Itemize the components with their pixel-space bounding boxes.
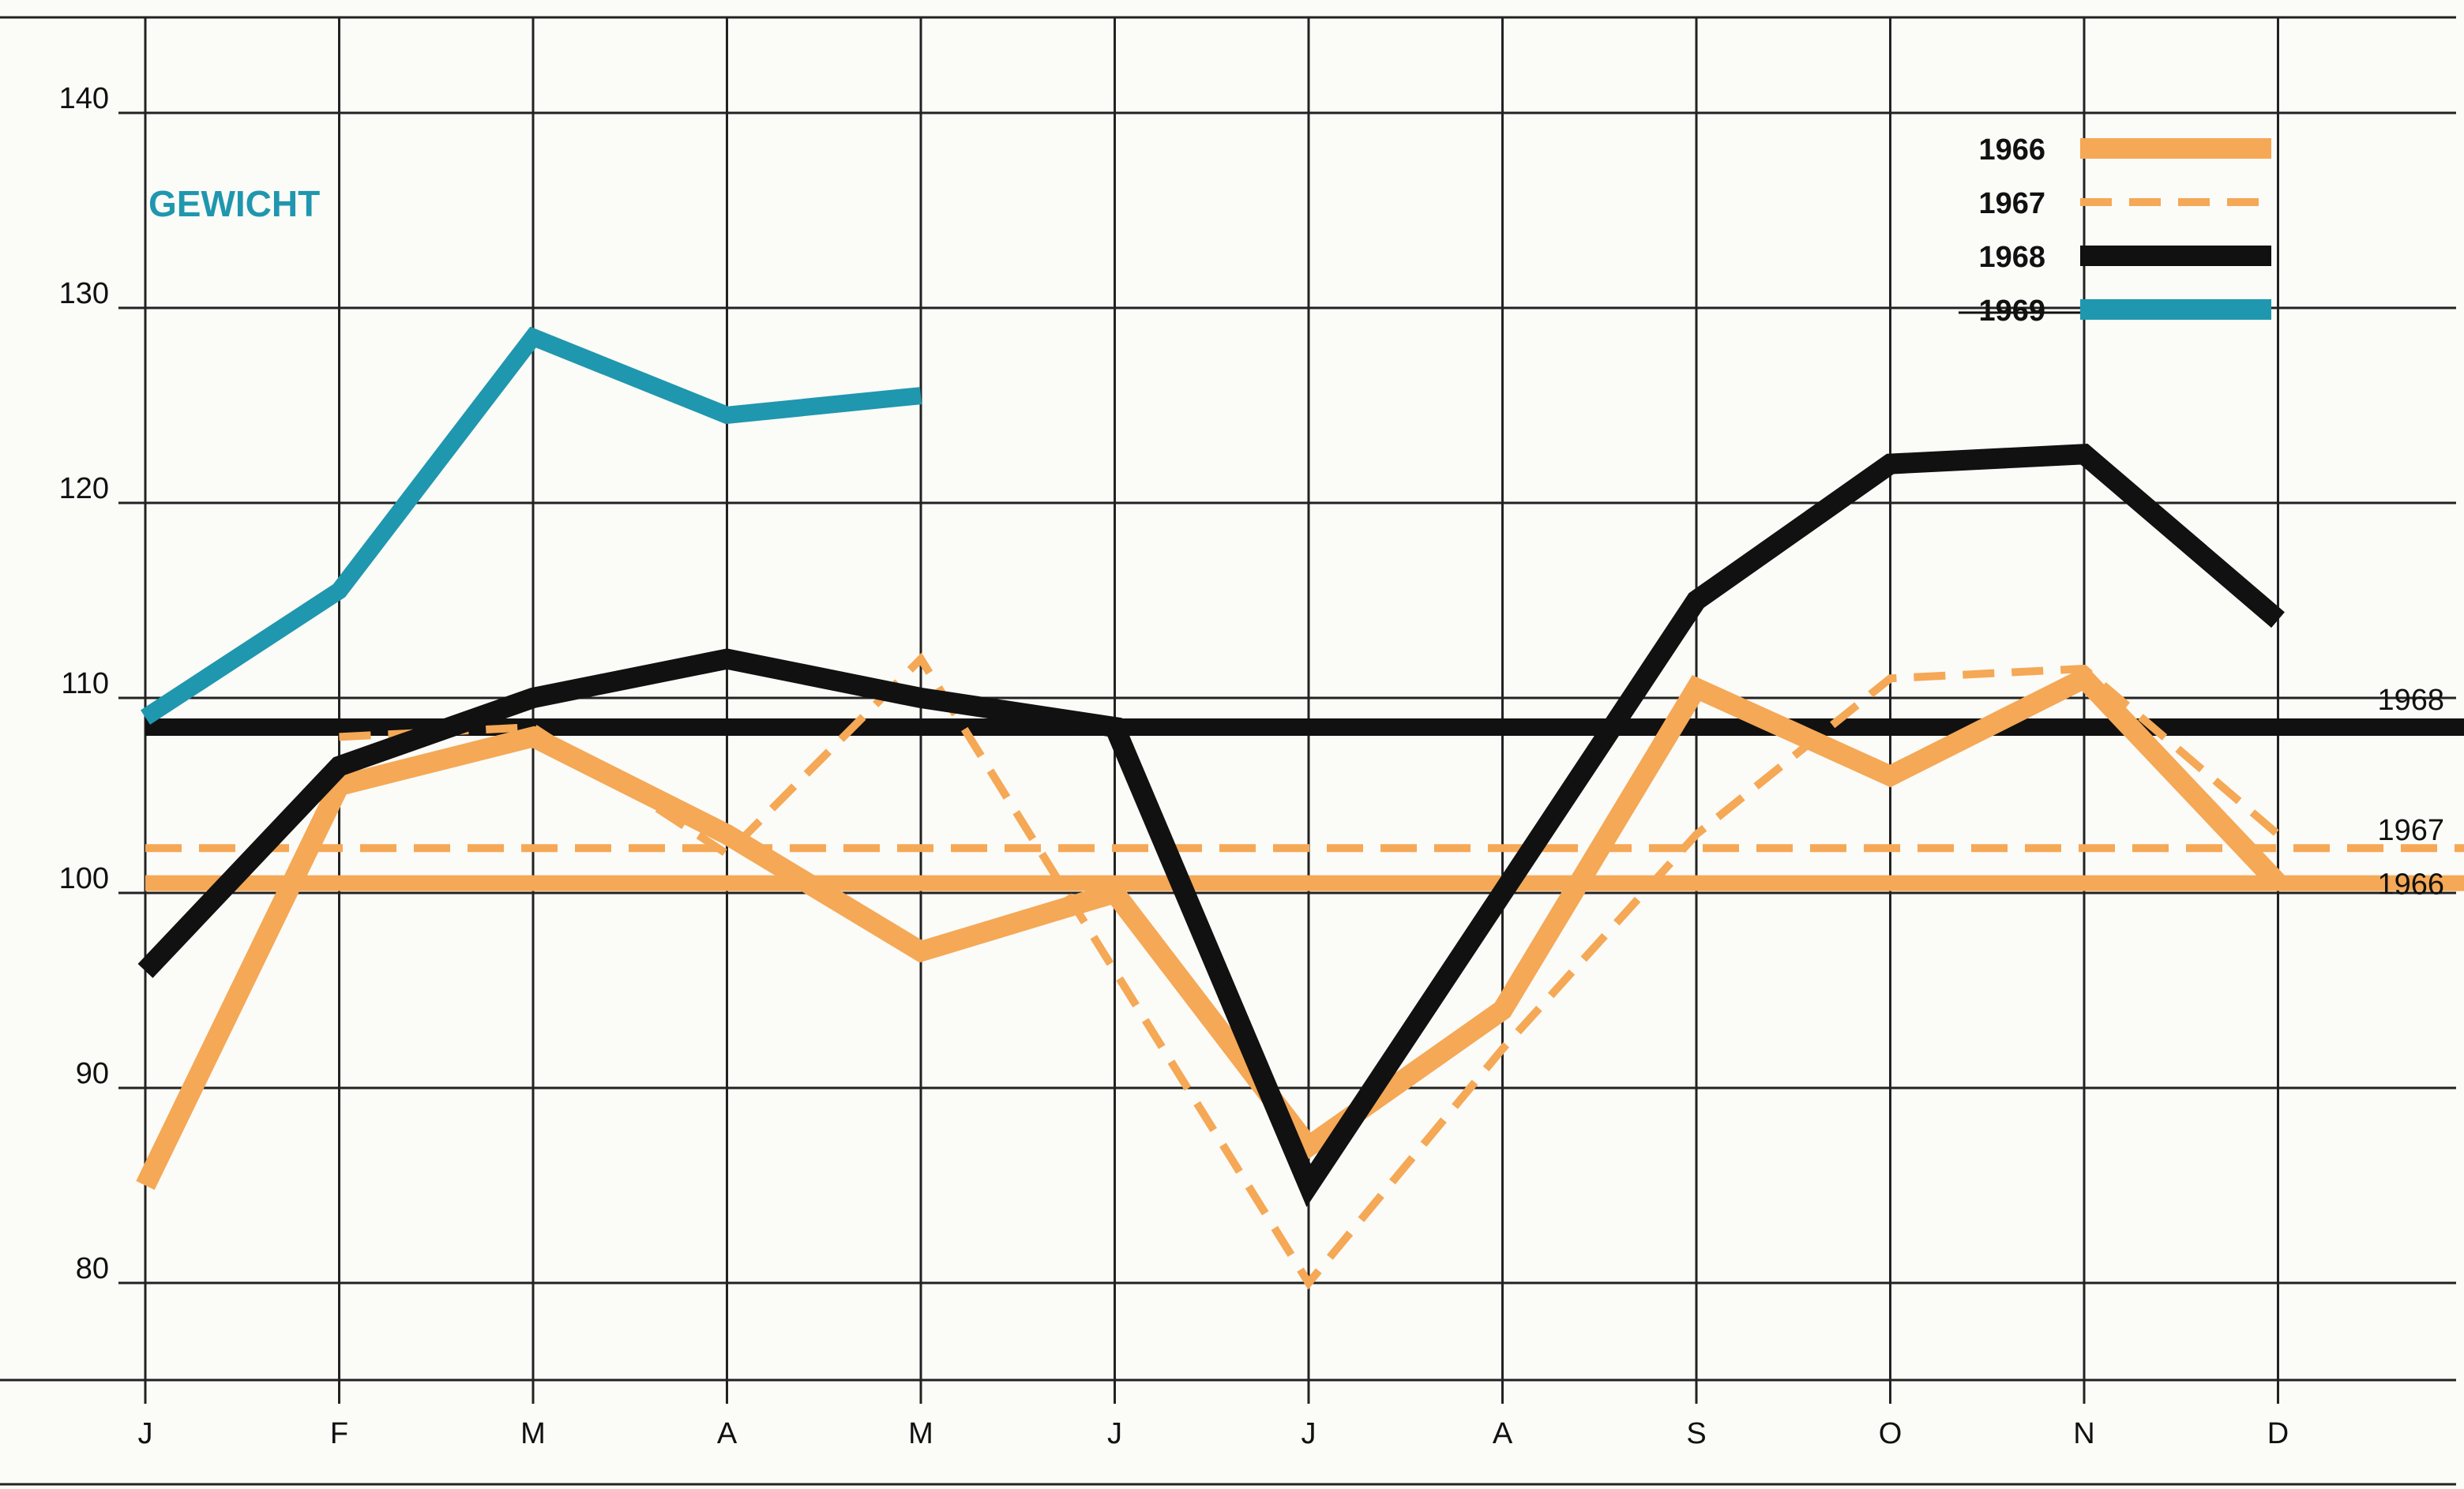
legend-label: 1969 <box>1978 294 2045 328</box>
x-tick-label: M <box>520 1417 546 1450</box>
legend-label: 1967 <box>1978 187 2045 220</box>
y-tick-label: 110 <box>61 667 109 700</box>
y-tick-label: 100 <box>59 862 109 895</box>
series-lines <box>136 326 2286 1290</box>
y-tick-label: 90 <box>76 1057 109 1090</box>
x-tick-label: D <box>2267 1417 2289 1450</box>
chart-title: GEWICHT <box>148 183 320 224</box>
y-tick-label: 120 <box>59 472 109 505</box>
x-tick-label: O <box>1879 1417 1902 1450</box>
x-tick-label: J <box>1301 1417 1317 1450</box>
y-tick-label: 140 <box>59 82 109 115</box>
x-tick-label: F <box>330 1417 348 1450</box>
x-tick-label: S <box>1686 1417 1706 1450</box>
legend-label: 1966 <box>1978 133 2045 167</box>
average-label: 1967 <box>2377 814 2444 847</box>
legend: 1966 1967 1968 1969 <box>1959 133 2271 328</box>
y-tick-label: 80 <box>76 1252 109 1285</box>
series-line-1968 <box>137 444 2285 1207</box>
x-tick-label: A <box>717 1417 738 1450</box>
x-tick-label: J <box>1107 1417 1122 1450</box>
series-line-1967 <box>339 652 2281 1290</box>
y-tick-label: 130 <box>59 277 109 310</box>
y-axis: 80 90 100 110 120 130 140 <box>59 82 109 1285</box>
series-line-1969 <box>140 326 922 725</box>
average-lines: 1968 1967 1966 <box>145 684 2464 902</box>
x-tick-label: A <box>1493 1417 1513 1450</box>
grid <box>0 16 2456 1486</box>
average-label: 1966 <box>2377 868 2444 902</box>
average-label: 1968 <box>2377 684 2444 717</box>
x-tick-label: J <box>138 1417 153 1450</box>
x-tick-label: N <box>2073 1417 2094 1450</box>
series-line-1966 <box>136 666 2286 1191</box>
legend-label: 1968 <box>1978 241 2045 274</box>
x-tick-label: M <box>908 1417 933 1450</box>
